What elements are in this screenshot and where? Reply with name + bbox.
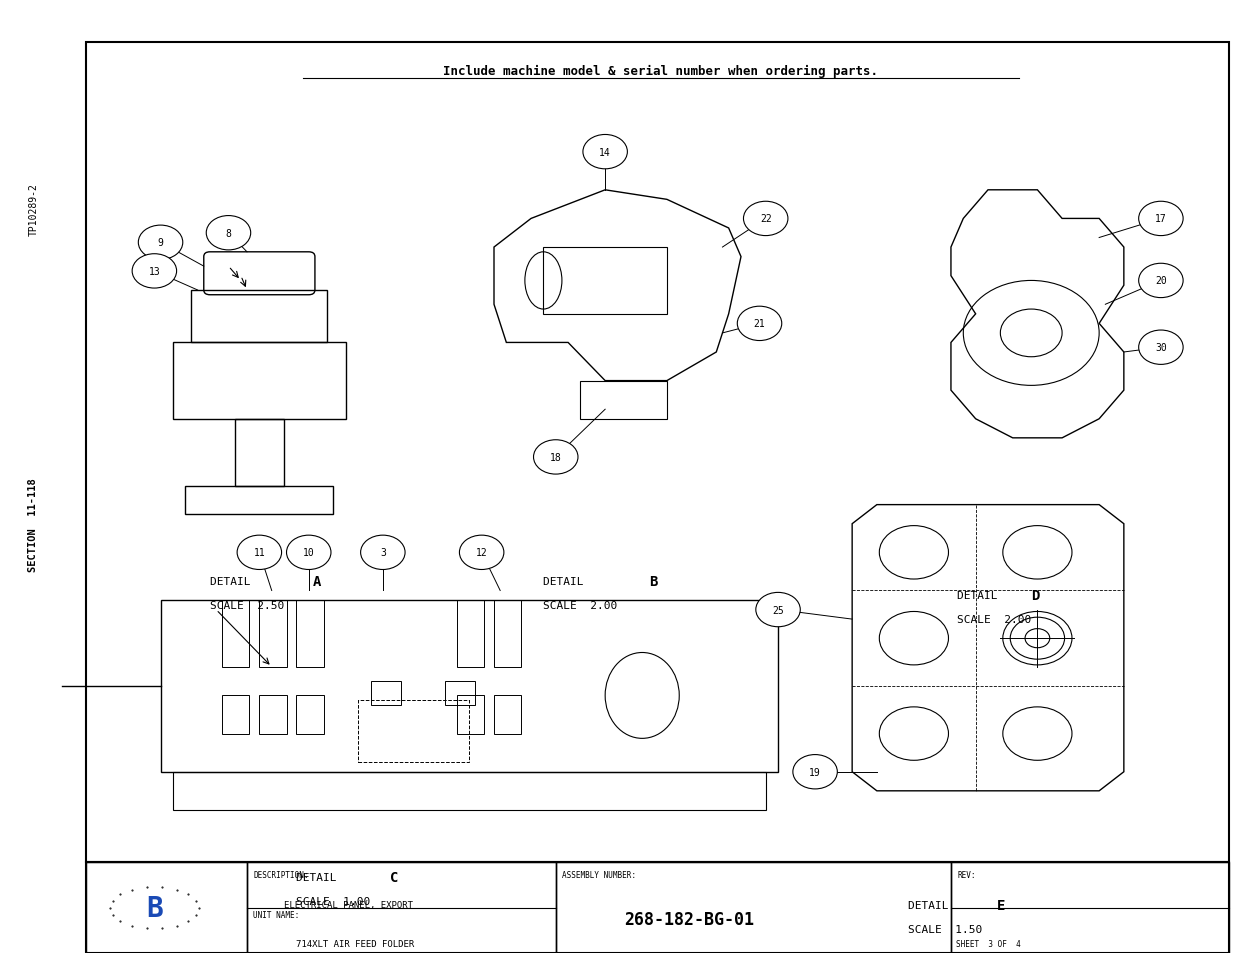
- Circle shape: [361, 536, 405, 570]
- Text: B: B: [650, 575, 658, 588]
- Text: DETAIL: DETAIL: [908, 901, 962, 910]
- Bar: [494, 696, 521, 734]
- Circle shape: [138, 226, 183, 260]
- Text: 9: 9: [158, 238, 163, 248]
- Circle shape: [743, 202, 788, 236]
- Bar: [370, 681, 401, 705]
- Text: D: D: [1031, 589, 1040, 602]
- Circle shape: [1139, 202, 1183, 236]
- Bar: [457, 696, 484, 734]
- Text: E: E: [997, 899, 1005, 912]
- Bar: [296, 600, 324, 667]
- Text: B: B: [146, 894, 163, 922]
- Circle shape: [756, 593, 800, 627]
- Text: UNIT NAME:: UNIT NAME:: [253, 909, 299, 919]
- Text: 268-182-BG-01: 268-182-BG-01: [624, 910, 753, 928]
- Bar: [358, 700, 469, 762]
- Text: 19: 19: [809, 767, 821, 777]
- Text: SHEET  3 OF  4: SHEET 3 OF 4: [956, 939, 1020, 948]
- Circle shape: [583, 135, 627, 170]
- Text: DETAIL: DETAIL: [210, 577, 264, 586]
- Text: SCALE  2.00: SCALE 2.00: [957, 615, 1031, 624]
- Bar: [259, 696, 287, 734]
- Bar: [445, 681, 475, 705]
- Circle shape: [287, 536, 331, 570]
- Text: 3: 3: [380, 548, 385, 558]
- Text: 22: 22: [760, 214, 772, 224]
- Text: DESCRIPTION:: DESCRIPTION:: [253, 870, 309, 879]
- Bar: [259, 600, 287, 667]
- Text: 13: 13: [148, 267, 161, 276]
- Text: 18: 18: [550, 453, 562, 462]
- Text: DETAIL: DETAIL: [957, 591, 1011, 600]
- Text: A: A: [312, 575, 321, 588]
- Text: 25: 25: [772, 605, 784, 615]
- Bar: [494, 600, 521, 667]
- Circle shape: [459, 536, 504, 570]
- Bar: [173, 772, 766, 810]
- Bar: [86, 43, 1229, 862]
- Text: C: C: [390, 870, 399, 883]
- Circle shape: [1139, 264, 1183, 298]
- Bar: [296, 696, 324, 734]
- Text: ELECTRICAL PANEL, EXPORT: ELECTRICAL PANEL, EXPORT: [284, 901, 412, 909]
- Text: SCALE  2.00: SCALE 2.00: [543, 600, 618, 610]
- Text: Include machine model & serial number when ordering parts.: Include machine model & serial number wh…: [443, 65, 878, 78]
- Bar: [191, 291, 327, 343]
- Circle shape: [534, 440, 578, 475]
- Bar: [951, 862, 1229, 953]
- Text: SCALE  2.50: SCALE 2.50: [210, 600, 284, 610]
- Text: ASSEMBLY NUMBER:: ASSEMBLY NUMBER:: [562, 870, 636, 879]
- Text: REV:: REV:: [957, 870, 976, 879]
- Text: 10: 10: [303, 548, 315, 558]
- Circle shape: [737, 307, 782, 341]
- Bar: [161, 600, 778, 772]
- Text: SECTION  11-118: SECTION 11-118: [28, 477, 38, 571]
- Text: SCALE  1.00: SCALE 1.00: [296, 896, 370, 905]
- Circle shape: [1139, 331, 1183, 365]
- Bar: [222, 600, 249, 667]
- Bar: [247, 862, 556, 953]
- Text: 8: 8: [226, 229, 231, 238]
- Text: 12: 12: [475, 548, 488, 558]
- Bar: [543, 248, 667, 314]
- Text: DETAIL: DETAIL: [543, 577, 598, 586]
- Text: 17: 17: [1155, 214, 1167, 224]
- Circle shape: [132, 254, 177, 289]
- Circle shape: [237, 536, 282, 570]
- Bar: [86, 862, 247, 953]
- Bar: [86, 862, 1229, 953]
- Text: 11: 11: [253, 548, 266, 558]
- Bar: [580, 381, 667, 419]
- Text: 714XLT AIR FEED FOLDER: 714XLT AIR FEED FOLDER: [296, 939, 415, 948]
- Text: 21: 21: [753, 319, 766, 329]
- Bar: [235, 419, 284, 486]
- Bar: [173, 343, 346, 419]
- Text: DETAIL: DETAIL: [296, 872, 351, 882]
- Text: 14: 14: [599, 148, 611, 157]
- Text: 20: 20: [1155, 276, 1167, 286]
- Text: TP10289-2: TP10289-2: [28, 183, 38, 236]
- Bar: [457, 600, 484, 667]
- Bar: [185, 486, 333, 515]
- Bar: [556, 862, 951, 953]
- Text: SCALE  1.50: SCALE 1.50: [908, 924, 982, 934]
- Text: 30: 30: [1155, 343, 1167, 353]
- Circle shape: [206, 216, 251, 251]
- Bar: [222, 696, 249, 734]
- Circle shape: [793, 755, 837, 789]
